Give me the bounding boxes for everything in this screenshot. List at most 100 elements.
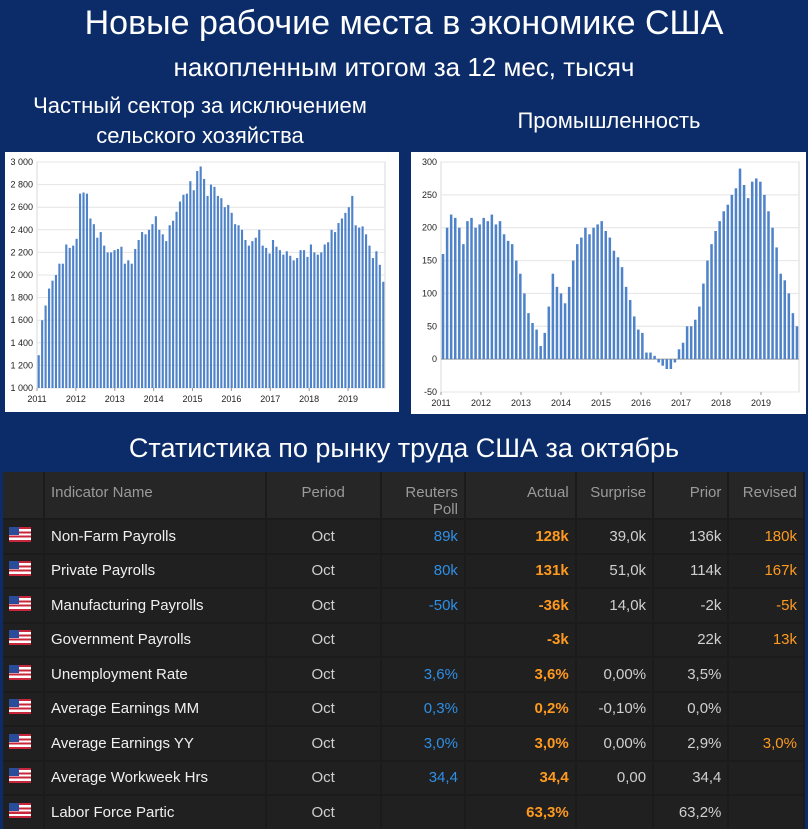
reuters-poll-header-line1: Reuters <box>405 484 458 501</box>
reuters-poll-cell: 0,3% <box>380 690 466 726</box>
actual-cell: 3,0% <box>464 725 577 761</box>
bar <box>637 329 640 360</box>
x-tick-label: 2016 <box>221 394 241 404</box>
bar <box>147 229 151 388</box>
bar <box>478 224 481 360</box>
bar <box>75 238 78 388</box>
bar <box>653 355 656 360</box>
bar <box>268 253 271 388</box>
table-row[interactable]: Government Payrolls Oct -3k 22k 13k <box>3 621 805 657</box>
bar <box>354 225 357 388</box>
bar <box>151 224 154 388</box>
bar <box>247 245 250 388</box>
table-row[interactable]: Average Workweek Hrs Oct 34,4 34,4 0,00 34,4 <box>3 759 805 795</box>
bar <box>278 250 281 388</box>
table-row[interactable]: Unemployment Rate Oct 3,6% 3,6% 0,00% 3,5% <box>3 656 805 692</box>
x-tick-label: 2013 <box>511 398 531 408</box>
bar <box>113 250 116 388</box>
bar <box>453 217 457 360</box>
y-tick-label: 1 000 <box>10 383 33 393</box>
table-row[interactable]: Labor Force Partic Oct 63,3% 63,2% <box>3 794 805 829</box>
bar <box>99 232 102 388</box>
bar <box>515 260 518 360</box>
surprise-cell: -0,10% <box>575 690 655 726</box>
period-cell: Oct <box>265 552 382 588</box>
bar <box>320 252 323 388</box>
y-tick-label: 0 <box>432 354 437 364</box>
flag-cell <box>3 759 45 795</box>
flag-cell <box>3 587 45 623</box>
actual-header[interactable]: Actual <box>464 472 577 519</box>
bar <box>698 306 701 360</box>
bar <box>535 329 538 360</box>
bar <box>734 188 738 360</box>
bar <box>330 229 333 388</box>
prior-cell: 3,5% <box>653 656 730 692</box>
bar <box>161 234 164 388</box>
bar <box>144 234 147 388</box>
x-tick-label: 2017 <box>260 394 280 404</box>
bar <box>571 260 575 360</box>
actual-cell: 34,4 <box>464 759 577 795</box>
table-row[interactable]: Manufacturing Payrolls Oct -50k -36k 14,0k -2… <box>3 587 805 623</box>
bar <box>82 192 85 388</box>
bar <box>657 359 660 363</box>
bar <box>368 245 371 388</box>
us-flag-icon <box>9 699 31 715</box>
bar <box>763 194 766 360</box>
bar <box>738 168 742 360</box>
bar <box>137 239 140 388</box>
bar <box>681 342 685 360</box>
bar <box>261 245 264 388</box>
bar <box>441 254 445 360</box>
table-row[interactable]: Non-Farm Payrolls Oct 89k 128k 39,0k 136k 180k <box>3 518 805 554</box>
bar <box>44 305 47 388</box>
surprise-cell: 0,00% <box>575 656 655 692</box>
indicator-name-header[interactable]: Indicator Name <box>43 472 267 519</box>
bar <box>710 244 713 360</box>
table-row[interactable]: Average Earnings YY Oct 3,0% 3,0% 0,00% 2,9% 3… <box>3 725 805 761</box>
period-cell: Oct <box>265 690 382 726</box>
bar <box>209 184 213 388</box>
bar <box>106 252 109 388</box>
bar <box>244 239 247 388</box>
us-flag-icon <box>9 768 31 784</box>
x-tick-label: 2018 <box>299 394 319 404</box>
page-title: Новые рабочие места в экономике США <box>84 4 724 42</box>
bar <box>364 234 368 388</box>
y-tick-label: 250 <box>422 190 437 200</box>
prior-cell: 34,4 <box>653 759 730 795</box>
indicator-name-cell: Manufacturing Payrolls <box>43 587 267 623</box>
table-row[interactable]: Private Payrolls Oct 80k 131k 51,0k 114k 167k <box>3 552 805 588</box>
bar <box>154 216 157 388</box>
reuters-poll-cell: 80k <box>380 552 466 588</box>
chart-private-svg: 1 000 1 200 1 400 1 600 1 800 2 000 2 200 2 400… <box>10 157 386 404</box>
bar <box>196 171 199 388</box>
bar <box>65 244 68 388</box>
period-header[interactable]: Period <box>265 472 382 519</box>
reuters-poll-cell <box>380 621 466 657</box>
bar <box>563 303 567 360</box>
bar <box>755 178 758 360</box>
indicator-name-cell: Average Workweek Hrs <box>43 759 267 795</box>
period-cell: Oct <box>265 759 382 795</box>
y-tick-label: 1 600 <box>10 315 33 325</box>
bar <box>206 195 209 388</box>
period-cell: Oct <box>265 587 382 623</box>
x-tick-label: 2011 <box>27 394 46 404</box>
table-row[interactable]: Average Earnings MM Oct 0,3% 0,2% -0,10% 0,0% <box>3 690 805 726</box>
reuters-poll-header[interactable]: Reuters Poll <box>380 472 466 519</box>
labor-stats-table-wrapper: Indicator Name Period Reuters Poll Actual… <box>3 472 805 829</box>
bar <box>265 247 268 388</box>
bar <box>592 227 595 360</box>
flag-cell <box>3 690 45 726</box>
revised-header[interactable]: Revised <box>728 472 805 519</box>
y-tick-label: -50 <box>424 387 437 397</box>
bar <box>466 221 469 360</box>
bar <box>299 250 302 388</box>
bar <box>673 359 677 363</box>
surprise-header[interactable]: Surprise <box>575 472 655 519</box>
bar <box>490 214 494 360</box>
prior-header[interactable]: Prior <box>653 472 730 519</box>
actual-cell: -3k <box>464 621 577 657</box>
